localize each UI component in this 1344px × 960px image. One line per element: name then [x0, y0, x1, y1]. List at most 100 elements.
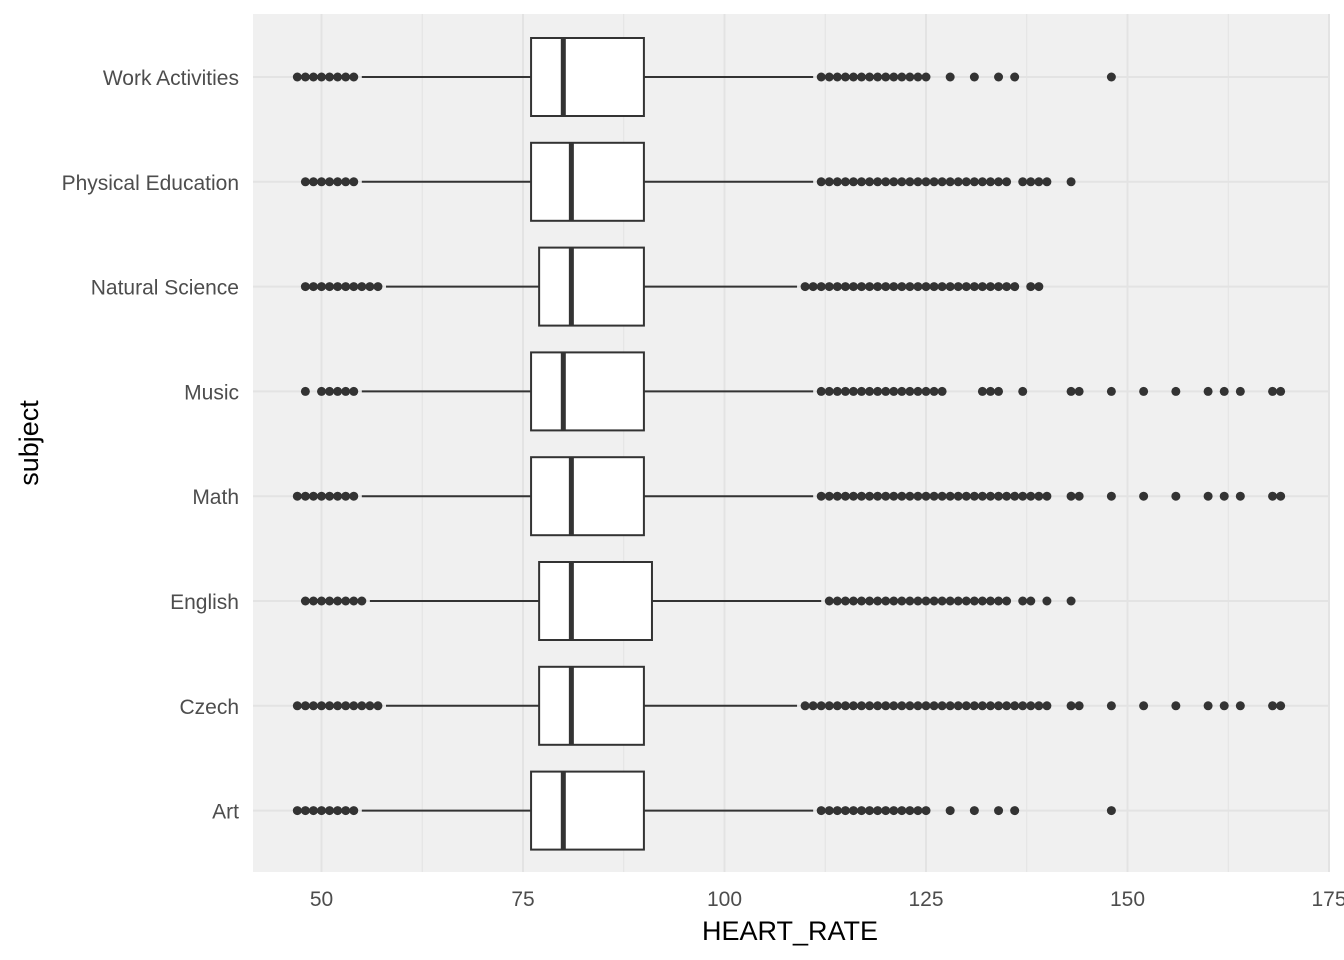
outlier-point: [953, 177, 963, 187]
outlier-point: [848, 806, 858, 816]
outlier-point: [865, 177, 875, 187]
outlier-point: [308, 282, 318, 292]
y-tick-label: Czech: [179, 696, 239, 719]
outlier-point: [1034, 177, 1044, 187]
outlier-point: [1106, 491, 1116, 501]
outlier-point: [816, 72, 826, 82]
outlier-point: [945, 72, 955, 82]
outlier-point: [889, 72, 899, 82]
outlier-point: [349, 386, 359, 396]
outlier-point: [308, 596, 318, 606]
outlier-point: [857, 72, 867, 82]
outlier-point: [341, 72, 351, 82]
outlier-point: [317, 386, 327, 396]
outlier-point: [840, 491, 850, 501]
outlier-point: [929, 282, 939, 292]
outlier-point: [349, 491, 359, 501]
outlier-point: [889, 177, 899, 187]
outlier-point: [325, 806, 335, 816]
outlier-point: [300, 806, 310, 816]
box-group: [300, 246, 1044, 327]
outlier-point: [349, 72, 359, 82]
outlier-point: [937, 282, 947, 292]
outlier-point: [913, 177, 923, 187]
outlier-point: [325, 282, 335, 292]
outlier-point: [325, 386, 335, 396]
outlier-point: [333, 491, 343, 501]
outlier-point: [317, 596, 327, 606]
outlier-point: [308, 72, 318, 82]
outlier-point: [1074, 701, 1084, 711]
outlier-point: [1203, 701, 1213, 711]
outlier-point: [848, 491, 858, 501]
outlier-point: [857, 596, 867, 606]
box-group: [292, 37, 1116, 117]
outlier-point: [897, 72, 907, 82]
outlier-point: [1034, 491, 1044, 501]
outlier-point: [881, 491, 891, 501]
outlier-point: [994, 596, 1004, 606]
outlier-point: [349, 282, 359, 292]
outlier-point: [905, 72, 915, 82]
outlier-point: [865, 806, 875, 816]
outlier-point: [1268, 386, 1278, 396]
outlier-point: [961, 282, 971, 292]
outlier-point: [300, 282, 310, 292]
outlier-point: [1034, 701, 1044, 711]
iqr-box: [538, 665, 645, 746]
outlier-point: [333, 72, 343, 82]
outlier-point: [929, 386, 939, 396]
outlier-point: [1018, 596, 1028, 606]
y-tick-label: English: [170, 591, 239, 614]
outlier-point: [840, 177, 850, 187]
iqr-box: [530, 456, 645, 537]
outlier-point: [1010, 701, 1020, 711]
outlier-point: [832, 701, 842, 711]
outlier-point: [1268, 701, 1278, 711]
outlier-point: [994, 806, 1004, 816]
outlier-point: [865, 386, 875, 396]
outlier-point: [333, 806, 343, 816]
outlier-point: [913, 386, 923, 396]
outlier-point: [1042, 491, 1052, 501]
outlier-point: [985, 177, 995, 187]
outlier-point: [1018, 386, 1028, 396]
box-group: [300, 561, 1076, 641]
outlier-point: [840, 806, 850, 816]
outlier-point: [897, 806, 907, 816]
outlier-point: [848, 282, 858, 292]
outlier-point: [881, 596, 891, 606]
box-group: [300, 141, 1076, 222]
outlier-point: [945, 701, 955, 711]
outlier-point: [1139, 491, 1149, 501]
outlier-point: [961, 701, 971, 711]
outlier-point: [913, 491, 923, 501]
outlier-point: [1139, 386, 1149, 396]
outlier-point: [1066, 177, 1076, 187]
outlier-point: [969, 701, 979, 711]
outlier-point: [365, 701, 375, 711]
x-tick-label: 150: [1110, 888, 1145, 911]
outlier-point: [325, 177, 335, 187]
outlier-point: [961, 177, 971, 187]
outlier-point: [832, 386, 842, 396]
outlier-point: [865, 596, 875, 606]
outlier-point: [816, 386, 826, 396]
box-group: [292, 665, 1286, 746]
outlier-point: [1018, 177, 1028, 187]
x-tick-label: 75: [511, 888, 534, 911]
outlier-point: [365, 282, 375, 292]
iqr-box: [538, 561, 653, 641]
outlier-point: [889, 701, 899, 711]
outlier-point: [857, 386, 867, 396]
outlier-point: [824, 491, 834, 501]
outlier-point: [929, 596, 939, 606]
outlier-point: [317, 177, 327, 187]
outlier-point: [994, 177, 1004, 187]
outlier-point: [824, 177, 834, 187]
outlier-point: [921, 806, 931, 816]
outlier-point: [873, 701, 883, 711]
outlier-point: [945, 491, 955, 501]
outlier-point: [816, 177, 826, 187]
